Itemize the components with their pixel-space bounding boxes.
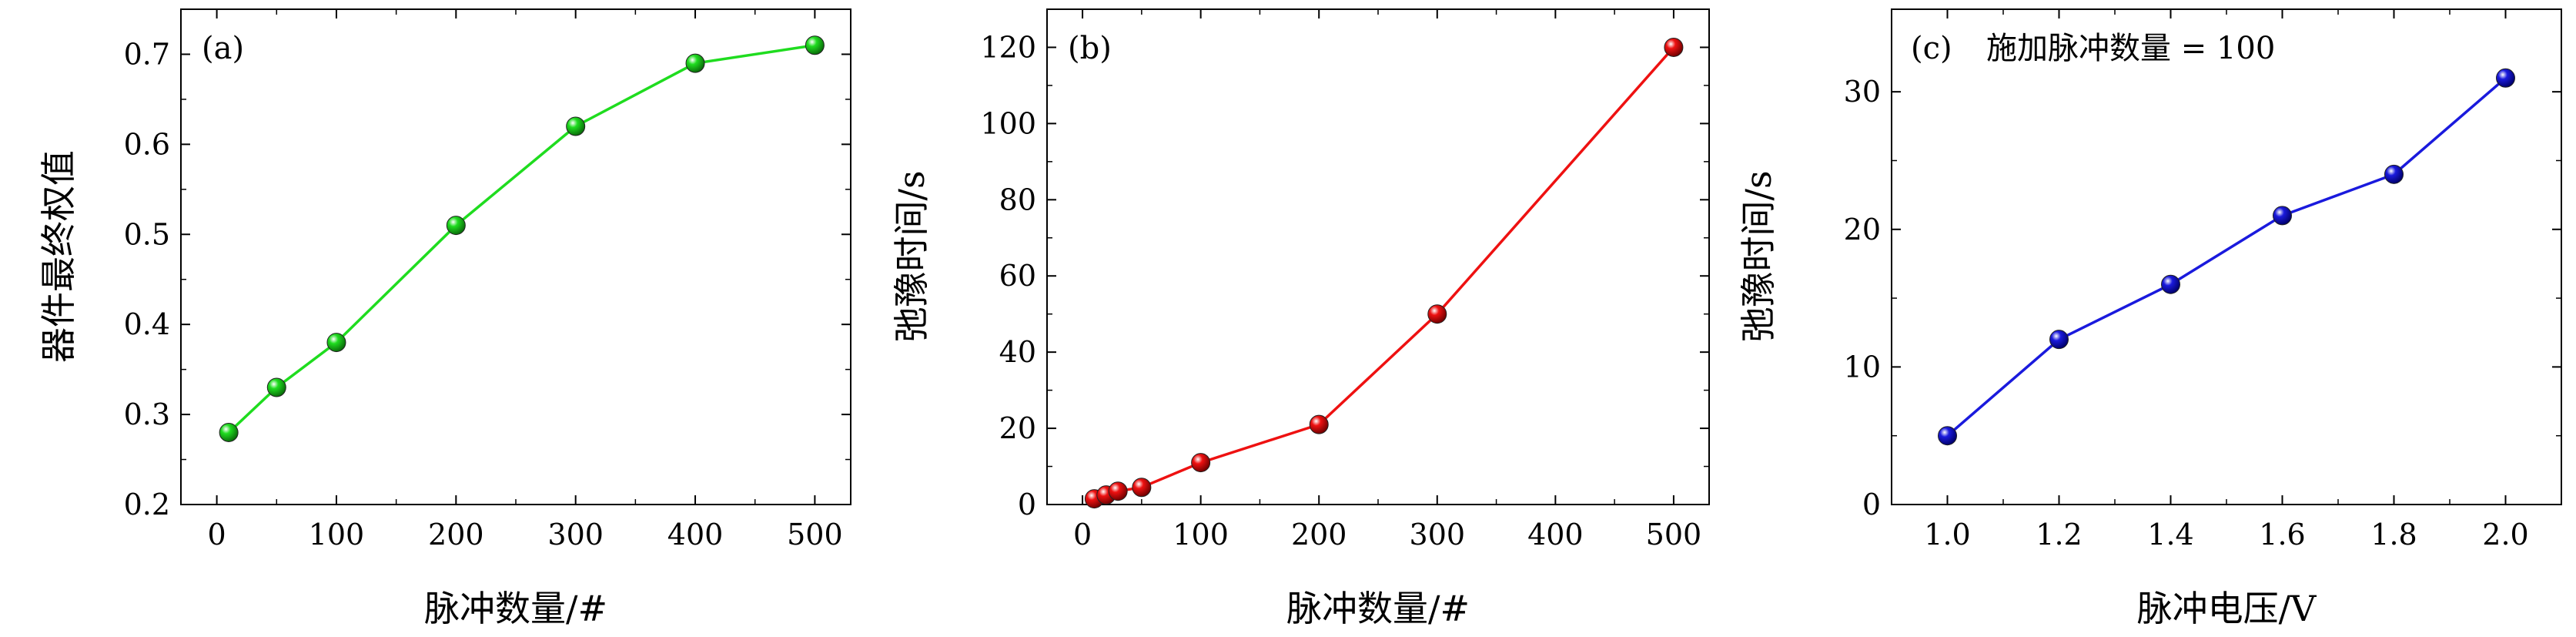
x-tick-label: 1.2 <box>2036 518 2082 552</box>
x-axis-title: 脉冲数量/# <box>424 588 607 629</box>
y-tick-label: 0.4 <box>124 307 170 341</box>
x-axis-title: 脉冲电压/V <box>2137 588 2317 629</box>
data-point <box>326 333 346 353</box>
x-tick-label: 300 <box>1410 518 1466 552</box>
tick-labels: 0 100 200 300 400 500 0.2 0.3 0.4 0.5 0.6 0.7 <box>124 37 843 552</box>
x-tick-label: 100 <box>309 518 365 552</box>
data-point <box>1108 481 1128 501</box>
data-point <box>1938 426 1957 446</box>
y-tick-label: 0.6 <box>124 127 170 161</box>
y-axis-title: 弛豫时间/s <box>1738 170 1779 342</box>
x-tick-label: 0 <box>208 518 226 552</box>
data-point <box>1427 304 1447 324</box>
panel-b: 0 100 200 300 400 500 0 20 40 60 80 100 120 (b) 脉冲数量… <box>891 8 1710 629</box>
y-tick-label: 100 <box>980 106 1036 140</box>
y-tick-label: 40 <box>999 335 1036 369</box>
series-line <box>227 44 815 434</box>
data-point <box>1664 37 1684 57</box>
x-tick-label: 400 <box>667 518 724 552</box>
data-point <box>446 216 466 236</box>
y-tick-label: 0.2 <box>124 488 170 521</box>
y-tick-label: 0 <box>1862 488 1881 521</box>
x-tick-label: 1.0 <box>1924 518 1970 552</box>
tick-labels: 0 100 200 300 400 500 0 20 40 60 80 100 120 <box>980 30 1701 552</box>
series-markers <box>219 35 825 442</box>
annotation: 施加脉冲数量 = 100 <box>1986 31 2275 66</box>
y-tick-label: 0.3 <box>124 397 170 431</box>
y-tick-label: 20 <box>1844 213 1881 246</box>
x-tick-label: 200 <box>1291 518 1347 552</box>
y-axis-title: 弛豫时间/s <box>891 170 932 342</box>
y-tick-label: 10 <box>1844 350 1881 384</box>
y-tick-label: 80 <box>999 183 1036 216</box>
x-tick-label: 500 <box>787 518 843 552</box>
y-tick-label: 30 <box>1844 75 1881 109</box>
x-tick-label: 400 <box>1527 518 1584 552</box>
x-tick-label: 0 <box>1073 518 1092 552</box>
series-markers <box>1084 37 1684 509</box>
tick-marks <box>1047 9 1709 505</box>
series-line <box>1093 46 1675 501</box>
panel-label: (b) <box>1068 31 1112 66</box>
data-point <box>1132 478 1152 498</box>
x-tick-label: 100 <box>1173 518 1229 552</box>
tick-marks <box>181 9 851 505</box>
series-markers <box>1938 68 2515 446</box>
panel-label: (c) <box>1911 31 1952 66</box>
y-tick-label: 20 <box>999 411 1036 445</box>
plot-frame <box>1046 8 1710 505</box>
data-point <box>1309 414 1329 434</box>
tick-labels: 1.0 1.2 1.4 1.6 1.8 2.0 0 10 20 30 <box>1844 75 2529 552</box>
data-point <box>685 53 705 73</box>
plot-frame <box>1891 8 2562 505</box>
series-line <box>1946 76 2507 438</box>
data-point <box>1191 453 1211 473</box>
y-tick-label: 0.7 <box>124 37 170 71</box>
x-tick-label: 1.8 <box>2370 518 2417 552</box>
x-tick-label: 200 <box>428 518 484 552</box>
x-tick-label: 1.4 <box>2147 518 2193 552</box>
data-point <box>566 116 586 136</box>
tick-marks <box>1892 9 2561 505</box>
data-point <box>2273 206 2292 226</box>
data-point <box>266 377 286 397</box>
panel-a: 0 100 200 300 400 500 0.2 0.3 0.4 0.5 0.6 0.7 (a) 脉… <box>38 8 851 629</box>
data-point <box>2384 164 2404 184</box>
panel-c: 1.0 1.2 1.4 1.6 1.8 2.0 0 10 20 30 (c) 施加脉冲数量 = 1… <box>1738 8 2562 629</box>
y-tick-label: 0.5 <box>124 217 170 251</box>
y-tick-label: 120 <box>980 30 1036 64</box>
y-tick-label: 0 <box>1018 488 1036 521</box>
x-tick-label: 1.6 <box>2259 518 2305 552</box>
x-axis-title: 脉冲数量/# <box>1286 588 1470 629</box>
x-tick-label: 2.0 <box>2482 518 2528 552</box>
data-point <box>219 422 239 442</box>
y-axis-title: 器件最终权值 <box>38 150 79 363</box>
x-tick-label: 500 <box>1646 518 1702 552</box>
data-point <box>2161 274 2180 294</box>
plot-frame <box>180 8 851 505</box>
panel-label: (a) <box>202 31 244 66</box>
data-point <box>2496 68 2515 88</box>
data-point <box>805 35 825 55</box>
y-tick-label: 60 <box>999 259 1036 293</box>
data-point <box>2049 330 2069 350</box>
x-tick-label: 300 <box>547 518 604 552</box>
